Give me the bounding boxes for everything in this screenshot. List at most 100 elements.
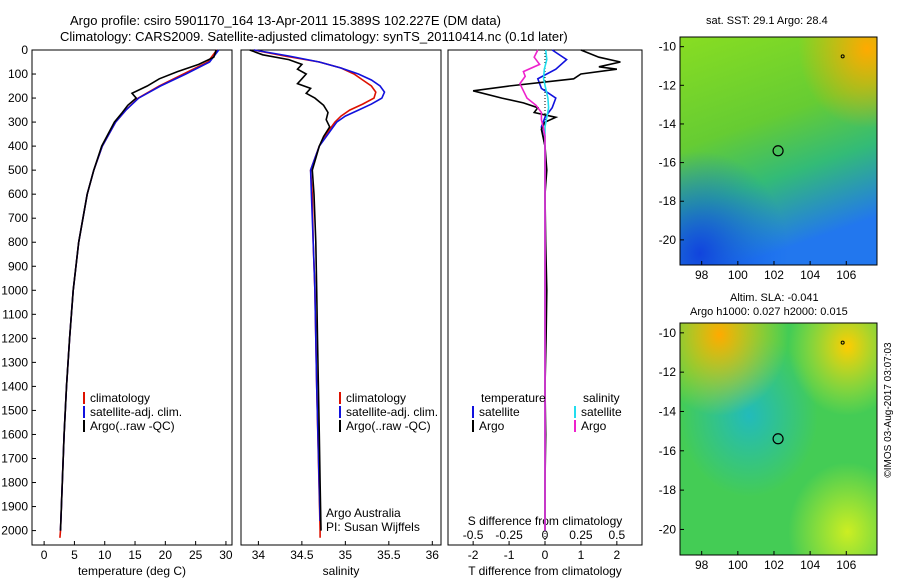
x-tick-label: 1 bbox=[578, 548, 585, 562]
argo-position-marker bbox=[772, 433, 784, 445]
x-tick-label: 5 bbox=[71, 548, 78, 562]
title-line-2: Climatology: CARS2009. Satellite-adjuste… bbox=[60, 29, 568, 44]
y-tick-label: 400 bbox=[8, 139, 28, 153]
map-y-tick-label: -14 bbox=[659, 117, 677, 131]
s-diff-tick-label: -0.25 bbox=[495, 528, 523, 542]
legend-label: Argo(..raw -QC) bbox=[90, 419, 175, 433]
x-tick-label: -2 bbox=[468, 548, 479, 562]
map-y-tick-label: -16 bbox=[659, 156, 677, 170]
legend-label: satellite-adj. clim. bbox=[90, 405, 182, 419]
x-tick-label: 20 bbox=[159, 548, 173, 562]
map-x-tick-label: 98 bbox=[695, 268, 709, 282]
y-tick-label: 700 bbox=[8, 211, 28, 225]
x-axis-label: T difference from climatology bbox=[468, 564, 622, 578]
legend-label: Argo bbox=[581, 419, 607, 433]
x-tick-label: 0 bbox=[41, 548, 48, 562]
legend-label: climatology bbox=[90, 391, 150, 405]
series-argo-raw-qc- bbox=[59, 49, 217, 531]
map-x-tick-label: 100 bbox=[728, 558, 748, 572]
series-argo-raw-qc- bbox=[249, 49, 331, 531]
pi-label: PI: Susan Wijffels bbox=[326, 520, 420, 534]
map-axes-2: 98 100 102 104 106 -10 -12 -14 -16 -18 -20 bbox=[659, 326, 857, 572]
legend-label: satellite bbox=[479, 405, 520, 419]
y-tick-label: 500 bbox=[8, 163, 28, 177]
profile-panel-2: 34 34.5 35 35.5 36 salinity climatologysatelli… bbox=[240, 49, 442, 578]
plot-frame bbox=[240, 49, 442, 546]
map-y-tick-label: -18 bbox=[659, 483, 677, 497]
y-tick-label: 100 bbox=[8, 67, 28, 81]
x-axis-label: salinity bbox=[323, 564, 360, 578]
s-diff-tick-label: -0.5 bbox=[463, 528, 484, 542]
series-salinity-argo bbox=[518, 49, 546, 531]
s-diff-tick-label: 0 bbox=[542, 528, 549, 542]
map-y-tick-label: -20 bbox=[659, 233, 677, 247]
y-tick-label: 1000 bbox=[1, 283, 28, 297]
legend-label: climatology bbox=[346, 391, 406, 405]
map-y-tick-label: -20 bbox=[659, 522, 677, 536]
y-tick-label: 1400 bbox=[1, 379, 28, 393]
x-tick-label: 35 bbox=[339, 548, 353, 562]
island-marker bbox=[840, 54, 845, 59]
map-x-tick-label: 102 bbox=[764, 268, 784, 282]
map-y-tick-label: -12 bbox=[659, 78, 677, 92]
map-x-tick-label: 104 bbox=[800, 558, 820, 572]
map-y-tick-label: -16 bbox=[659, 444, 677, 458]
x-tick-label: -1 bbox=[504, 548, 515, 562]
y-tick-label: 900 bbox=[8, 259, 28, 273]
sst-map bbox=[679, 36, 878, 266]
map-x-tick-label: 106 bbox=[836, 558, 856, 572]
map-x-tick-label: 102 bbox=[764, 558, 784, 572]
x-tick-label: 10 bbox=[98, 548, 112, 562]
sla-map-title-2: Argo h1000: 0.027 h2000: 0.015 bbox=[690, 306, 848, 318]
map-y-tick-label: -18 bbox=[659, 194, 677, 208]
sst-map-title: sat. SST: 29.1 Argo: 28.4 bbox=[706, 15, 828, 27]
x-tick-label: 25 bbox=[189, 548, 203, 562]
y-tick-label: 1300 bbox=[1, 355, 28, 369]
y-tick-label: 300 bbox=[8, 115, 28, 129]
profile-panel-1: 0 5 10 15 20 25 30 temperature (deg C) 0 100 200 30… bbox=[1, 43, 233, 578]
y-tick-label: 1500 bbox=[1, 403, 28, 417]
island-marker bbox=[840, 340, 845, 345]
y-tick-label: 800 bbox=[8, 235, 28, 249]
legend-label: Argo bbox=[479, 419, 505, 433]
x-tick-label: 35.5 bbox=[377, 548, 401, 562]
sla-map bbox=[679, 322, 878, 556]
map-x-tick-label: 98 bbox=[695, 558, 709, 572]
argo-position-marker bbox=[772, 145, 784, 157]
y-tick-label: 600 bbox=[8, 187, 28, 201]
argo-australia-label: Argo Australia bbox=[326, 506, 401, 520]
plot-frame bbox=[31, 49, 233, 546]
s-diff-tick-label: 0.5 bbox=[609, 528, 626, 542]
y-tick-label: 0 bbox=[21, 43, 28, 57]
y-tick-label: 1100 bbox=[2, 307, 28, 321]
legend-label: satellite-adj. clim. bbox=[346, 405, 438, 419]
map-x-tick-label: 100 bbox=[728, 268, 748, 282]
map-axes-1: 98 100 102 104 106 -10 -12 -14 -16 -18 -20 bbox=[659, 40, 857, 282]
legend-header-salinity: salinity bbox=[583, 391, 620, 405]
y-tick-label: 1700 bbox=[1, 451, 28, 465]
x-tick-label: 36 bbox=[426, 548, 440, 562]
map-y-tick-label: -10 bbox=[659, 40, 677, 54]
x-tick-label: 34 bbox=[252, 548, 266, 562]
x-axis-label: temperature (deg C) bbox=[78, 564, 186, 578]
y-tick-label: 1200 bbox=[1, 331, 28, 345]
imos-credit: ©IMOS 03-Aug-2017 03:07:03 bbox=[883, 342, 894, 478]
series-satellite-adj-clim- bbox=[253, 49, 386, 522]
legend-label: Argo(..raw -QC) bbox=[346, 419, 431, 433]
x-tick-label: 30 bbox=[219, 548, 233, 562]
title-line-1: Argo profile: csiro 5901170_164 13-Apr-2… bbox=[70, 13, 501, 28]
sla-map-title-1: Altim. SLA: -0.041 bbox=[730, 292, 819, 304]
s-diff-tick-label: 0.25 bbox=[569, 528, 593, 542]
legend-label: satellite bbox=[581, 405, 622, 419]
map-x-tick-label: 104 bbox=[800, 268, 820, 282]
y-tick-label: 2000 bbox=[1, 524, 28, 538]
x-tick-label: 34.5 bbox=[290, 548, 314, 562]
map-y-tick-label: -12 bbox=[659, 365, 677, 379]
y-tick-label: 1600 bbox=[1, 427, 28, 441]
x-tick-label: 0 bbox=[542, 548, 549, 562]
legend-header-temperature: temperature bbox=[481, 391, 546, 405]
y-tick-label: 1900 bbox=[1, 500, 28, 514]
map-x-tick-label: 106 bbox=[836, 268, 856, 282]
